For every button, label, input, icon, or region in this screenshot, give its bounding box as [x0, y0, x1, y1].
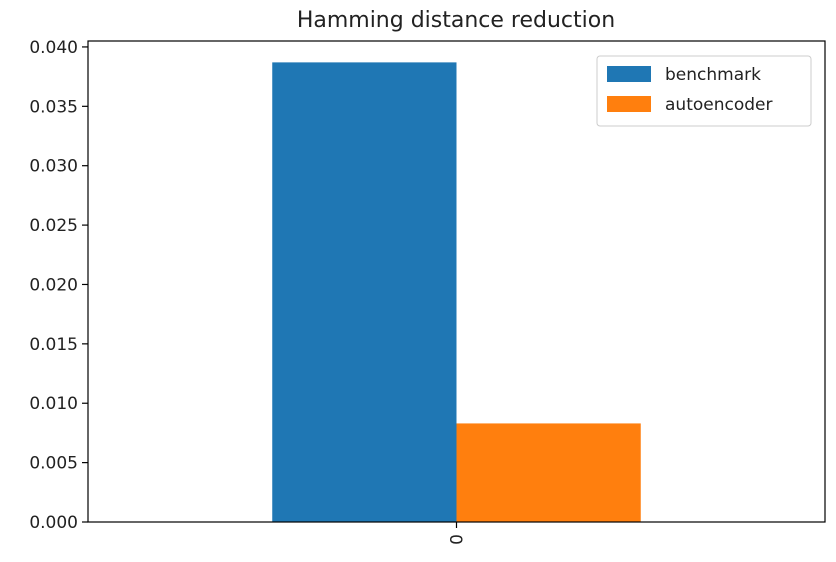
y-tick-label: 0.025 [29, 216, 78, 236]
y-tick-label: 0.010 [29, 394, 78, 414]
y-tick-label: 0.040 [29, 38, 78, 58]
bars-group [272, 62, 641, 522]
bar-benchmark-0 [272, 62, 457, 522]
chart-title: Hamming distance reduction [297, 8, 615, 33]
y-tick-label: 0.020 [29, 275, 78, 295]
y-tick-label: 0.015 [29, 335, 78, 355]
y-tick-label: 0.035 [29, 97, 78, 117]
legend: benchmark autoencoder [596, 55, 812, 127]
legend-swatch-benchmark [607, 66, 651, 82]
axes-group: 0.000 0.005 0.010 0.015 0.020 0.025 0.030 0.035… [29, 38, 826, 545]
y-tick-label: 0.005 [29, 454, 78, 474]
legend-label-autoencoder: autoencoder [665, 95, 772, 115]
y-tick-label: 0.000 [29, 513, 78, 533]
legend-swatch-autoencoder [607, 96, 651, 112]
legend-label-benchmark: benchmark [665, 65, 761, 85]
bar-autoencoder-0 [456, 423, 641, 522]
x-tick-label: 0 [448, 534, 468, 545]
y-tick-label: 0.030 [29, 157, 78, 177]
